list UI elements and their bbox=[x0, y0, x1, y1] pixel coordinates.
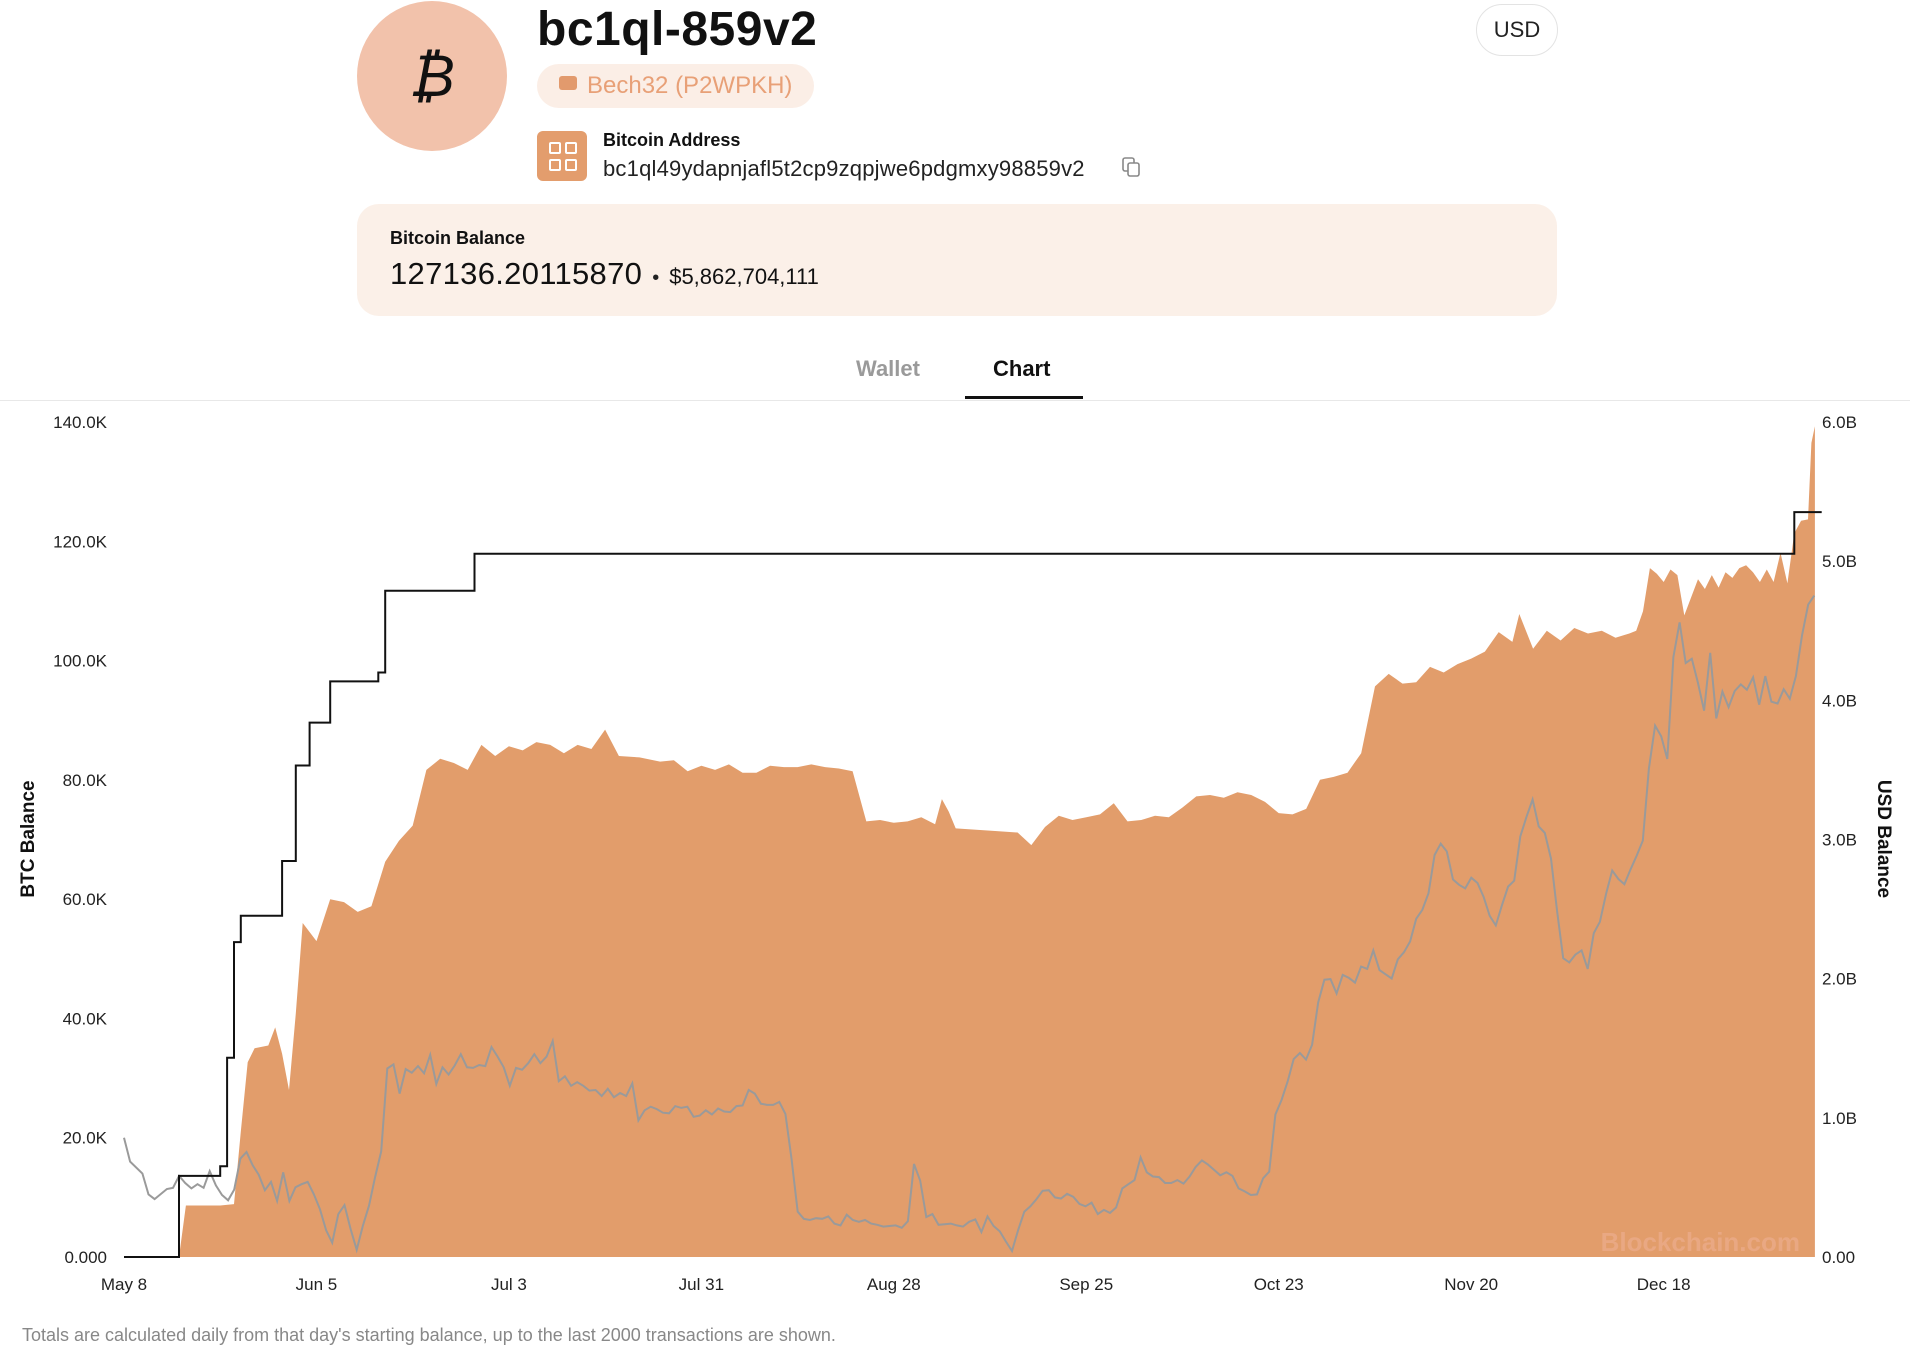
page-title: bc1ql-859v2 bbox=[537, 3, 818, 56]
x-tick-label: May 8 bbox=[101, 1275, 147, 1294]
chart-footnote: Totals are calculated daily from that da… bbox=[22, 1325, 836, 1345]
address-label: Bitcoin Address bbox=[603, 130, 741, 150]
usd-balance-value: $5,862,704,111 bbox=[669, 264, 819, 289]
y-right-tick-label: 5.0B bbox=[1822, 552, 1857, 571]
btc-balance-line bbox=[124, 511, 1822, 1258]
y-right-tick-label: 4.0B bbox=[1822, 691, 1857, 710]
x-tick-label: Sep 25 bbox=[1059, 1275, 1113, 1294]
balance-separator: • bbox=[652, 267, 660, 289]
y-right-tick-label: 6.0B bbox=[1822, 413, 1857, 432]
y-left-tick-label: 60.0K bbox=[63, 890, 108, 909]
x-tick-label: Dec 18 bbox=[1637, 1275, 1691, 1294]
y-right-tick-label: 1.0B bbox=[1822, 1109, 1857, 1128]
wallet-icon bbox=[559, 76, 577, 90]
coin-avatar: ₿ bbox=[357, 1, 507, 151]
btc-balance-value: 127136.20115870 bbox=[390, 256, 643, 291]
y-left-tick-label: 140.0K bbox=[53, 413, 108, 432]
address-value: bc1ql49ydapnjafl5t2cp9zqpjwe6pdgmxy98859… bbox=[603, 156, 1085, 181]
balance-line: 127136.20115870 • $5,862,704,111 bbox=[390, 256, 819, 292]
active-tab-indicator bbox=[965, 396, 1083, 399]
y-right-tick-label: 2.0B bbox=[1822, 970, 1857, 989]
tab-bar: Wallet Chart bbox=[0, 340, 1910, 401]
y-left-tick-label: 100.0K bbox=[53, 652, 108, 671]
y-left-axis-title: BTC Balance bbox=[18, 780, 39, 897]
x-tick-label: Jun 5 bbox=[296, 1275, 338, 1294]
y-left-tick-label: 0.000 bbox=[64, 1248, 107, 1267]
y-right-tick-label: 0.00 bbox=[1822, 1248, 1855, 1267]
balance-label: Bitcoin Balance bbox=[390, 228, 526, 248]
address-type-badge: Bech32 (P2WPKH) bbox=[537, 64, 815, 108]
x-tick-label: Aug 28 bbox=[867, 1275, 921, 1294]
x-tick-label: Jul 31 bbox=[679, 1275, 724, 1294]
chart-watermark: Blockchain.com bbox=[1601, 1227, 1800, 1257]
copy-icon[interactable] bbox=[1122, 157, 1140, 177]
tab-chart[interactable]: Chart bbox=[993, 356, 1051, 381]
btc-price-line bbox=[123, 595, 1816, 1254]
usd-balance-area bbox=[124, 426, 1815, 1257]
address-type-label: Bech32 (P2WPKH) bbox=[587, 72, 793, 99]
y-right-tick-label: 3.0B bbox=[1822, 831, 1857, 850]
tab-wallet[interactable]: Wallet bbox=[856, 356, 920, 381]
y-left-tick-label: 20.0K bbox=[63, 1129, 108, 1148]
y-left-tick-label: 40.0K bbox=[63, 1009, 108, 1028]
x-tick-label: Oct 23 bbox=[1254, 1275, 1304, 1294]
x-tick-label: Nov 20 bbox=[1444, 1275, 1498, 1294]
y-left-tick-label: 120.0K bbox=[53, 532, 108, 551]
y-right-axis-title: USD Balance bbox=[1873, 780, 1894, 898]
currency-toggle-button[interactable]: USD bbox=[1476, 4, 1558, 56]
qr-code-icon[interactable] bbox=[537, 131, 587, 181]
x-tick-label: Jul 3 bbox=[491, 1275, 527, 1294]
balance-chart: Blockchain.com 0.000 20.0K 40.0K 60.0K 80.0K 1… bbox=[18, 413, 1894, 1294]
balance-card: Bitcoin Balance 127136.20115870 • $5,862… bbox=[357, 204, 1557, 316]
y-left-tick-label: 80.0K bbox=[63, 771, 108, 790]
bitcoin-icon: ₿ bbox=[409, 42, 455, 110]
